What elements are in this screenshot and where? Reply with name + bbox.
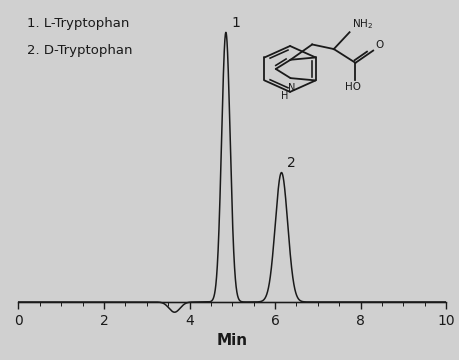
Text: 1: 1 bbox=[230, 16, 240, 30]
Text: 1. L-Tryptophan: 1. L-Tryptophan bbox=[27, 17, 129, 30]
Text: 2. D-Tryptophan: 2. D-Tryptophan bbox=[27, 44, 132, 58]
Text: 2: 2 bbox=[286, 156, 295, 170]
X-axis label: Min: Min bbox=[216, 333, 247, 348]
